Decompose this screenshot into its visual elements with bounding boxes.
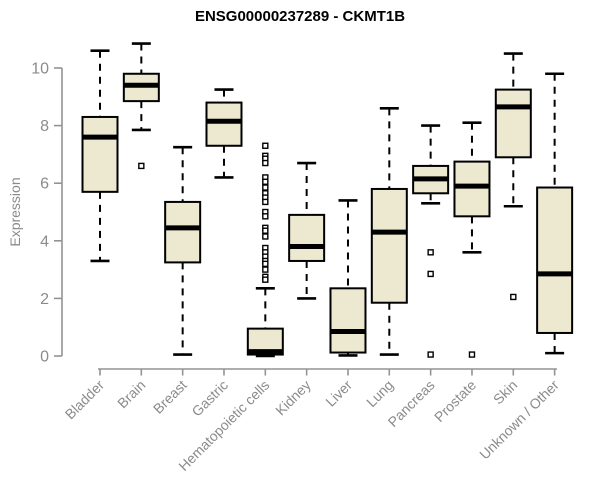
- box-skin: [494, 88, 532, 159]
- x-category-label-bladder: Bladder: [62, 377, 108, 423]
- x-category-label-prostate: Prostate: [431, 377, 479, 425]
- outlier-pancreas: [427, 270, 434, 278]
- box-liver: [329, 287, 367, 354]
- outlier-hematopoietic-cells: [262, 184, 269, 191]
- outlier-hematopoietic-cells: [262, 227, 269, 234]
- outlier-pancreas: [427, 249, 434, 256]
- y-tick-label: 0: [40, 349, 49, 366]
- x-category-label-skin: Skin: [490, 377, 521, 408]
- box-kidney: [288, 213, 326, 262]
- outlier-hematopoietic-cells: [262, 213, 269, 220]
- x-category-label-liver: Liver: [322, 377, 355, 410]
- box-bladder: [81, 115, 119, 193]
- x-category-label-breast: Breast: [150, 377, 190, 417]
- outlier-prostate: [468, 351, 476, 358]
- outlier-pancreas: [427, 351, 434, 358]
- outlier-hematopoietic-cells: [262, 260, 269, 268]
- outlier-brain: [138, 162, 145, 170]
- chart-title: ENSG00000237289 - CKMT1B: [194, 8, 406, 25]
- outlier-hematopoietic-cells: [262, 233, 269, 240]
- outlier-hematopoietic-cells: [262, 178, 269, 185]
- y-tick-label: 4: [40, 233, 49, 250]
- outlier-hematopoietic-cells: [262, 198, 269, 206]
- x-category-label-brain: Brain: [114, 377, 148, 411]
- x-category-label-lung: Lung: [363, 377, 396, 410]
- outlier-hematopoietic-cells: [262, 159, 269, 167]
- box-prostate: [453, 160, 491, 218]
- x-category-label-kidney: Kidney: [272, 377, 314, 419]
- outlier-hematopoietic-cells: [262, 266, 269, 273]
- box-unknown-other: [536, 186, 574, 334]
- outlier-hematopoietic-cells: [262, 142, 269, 149]
- y-tick-label: 8: [40, 118, 49, 135]
- y-tick-label: 6: [40, 176, 49, 193]
- box-breast: [164, 200, 202, 264]
- outlier-hematopoietic-cells: [262, 276, 269, 283]
- y-tick-label: 2: [40, 291, 49, 308]
- y-tick-label: 10: [31, 61, 49, 78]
- box-gastric: [205, 101, 243, 147]
- outlier-skin: [510, 293, 517, 301]
- box-lung: [370, 187, 408, 304]
